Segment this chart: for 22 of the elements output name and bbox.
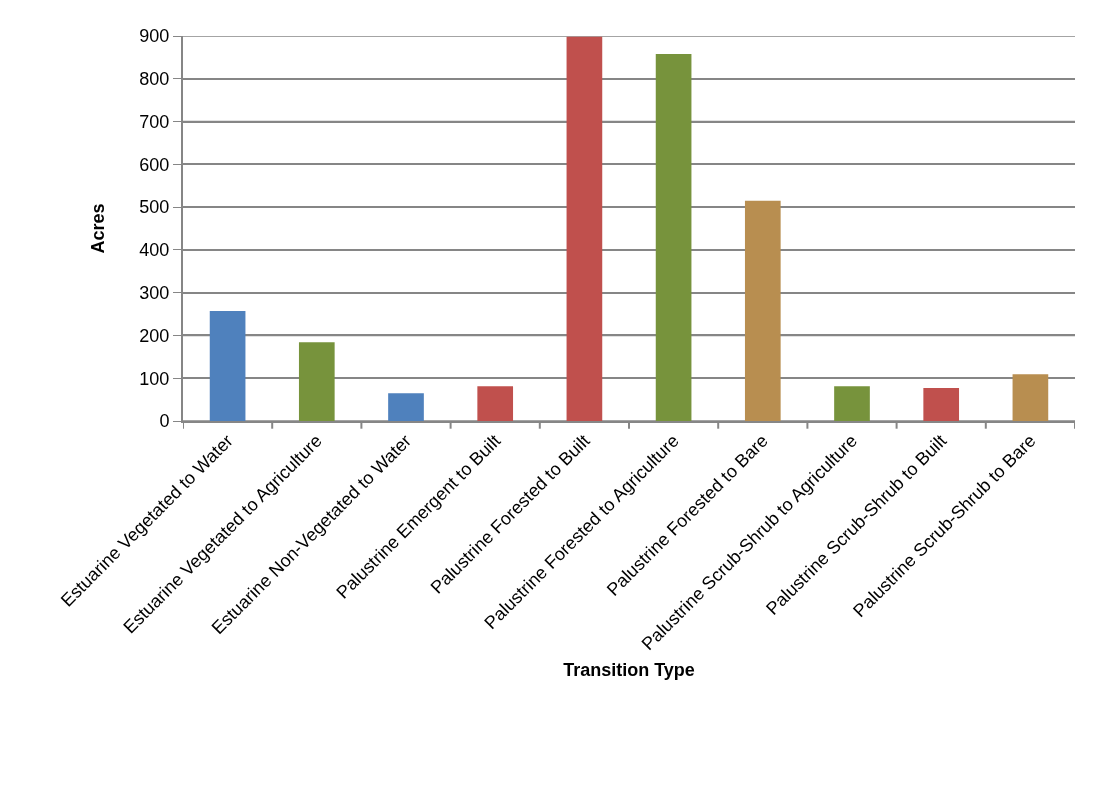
bar (744, 200, 781, 421)
bar (923, 388, 960, 421)
bar (1012, 374, 1049, 421)
bar (388, 393, 424, 421)
bar (477, 386, 514, 421)
bar (566, 36, 603, 421)
bar (209, 311, 246, 421)
y-axis-title: Acres (88, 203, 109, 254)
bar (298, 342, 335, 421)
y-tick-label: 0 (159, 411, 170, 432)
y-tick-label: 900 (139, 26, 170, 47)
y-tick-label: 100 (139, 368, 170, 389)
y-tick-label: 400 (139, 240, 170, 261)
y-tick-label: 700 (139, 111, 170, 132)
bar (655, 53, 692, 421)
y-tick-label: 800 (139, 69, 170, 90)
y-tick-label: 300 (139, 282, 170, 303)
y-tick-label: 200 (139, 325, 170, 346)
x-axis-title: Transition Type (563, 659, 695, 680)
bar (834, 386, 870, 421)
y-tick-label: 500 (139, 197, 170, 218)
y-tick-label: 600 (139, 154, 170, 175)
